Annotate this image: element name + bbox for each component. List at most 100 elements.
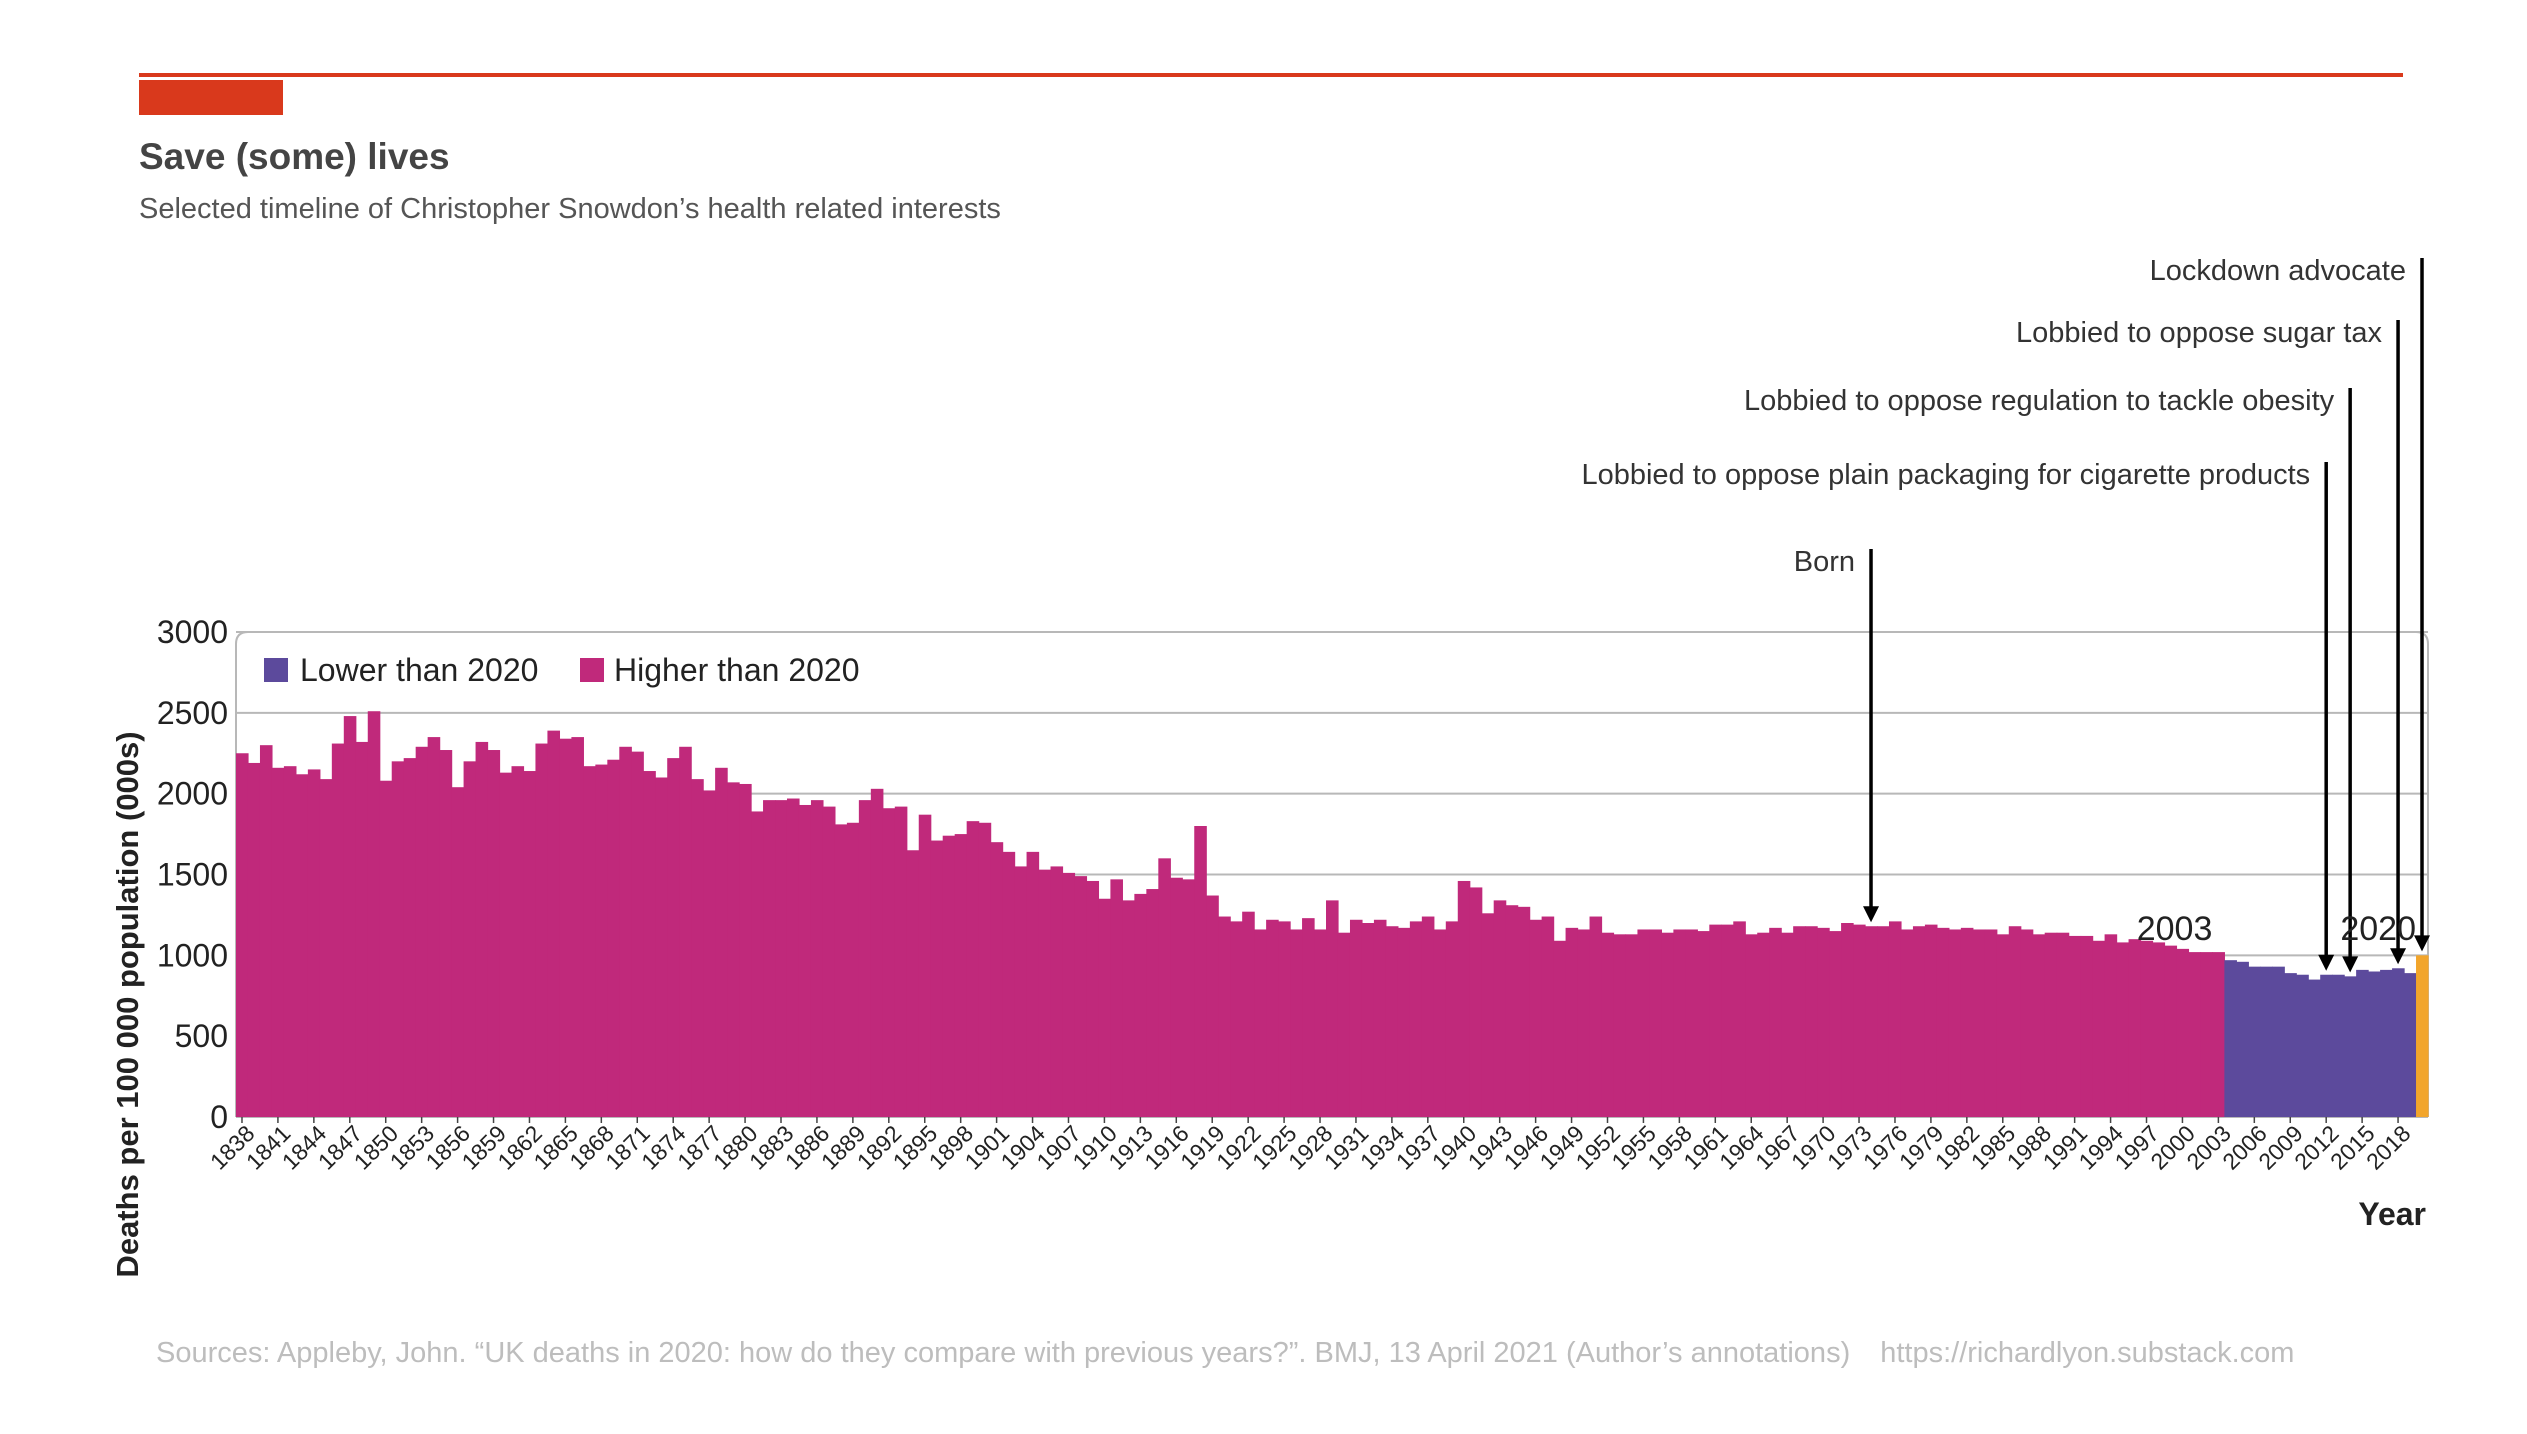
bar-1893 <box>894 806 908 1117</box>
bar-1973 <box>1853 924 1866 1117</box>
bar-2020 <box>2416 955 2429 1117</box>
bar-1991 <box>2068 935 2082 1117</box>
bar-1987 <box>2020 929 2034 1117</box>
bar-1918 <box>1194 826 1207 1117</box>
bar-1841 <box>271 767 285 1117</box>
bar-1926 <box>1290 929 1303 1117</box>
bar-1947 <box>1541 916 1555 1117</box>
annotation-arrowhead <box>2318 954 2335 971</box>
bar-1842 <box>283 766 297 1117</box>
bar-1866 <box>571 737 584 1117</box>
bar-1981 <box>1948 929 1962 1117</box>
bar-1983 <box>1972 929 1986 1117</box>
bar-1901 <box>990 842 1004 1117</box>
bar-1980 <box>1936 927 1950 1117</box>
bar-1894 <box>906 850 920 1117</box>
bar-1969 <box>1805 926 1818 1117</box>
bar-1945 <box>1517 906 1531 1117</box>
bar-1905 <box>1038 869 1052 1117</box>
bar-1856 <box>451 787 465 1117</box>
bar-1838 <box>236 753 249 1117</box>
bar-1906 <box>1050 866 1064 1117</box>
bar-2003 <box>2212 952 2225 1117</box>
bar-1883 <box>775 800 788 1117</box>
bar-1902 <box>1002 851 1016 1117</box>
y-tick-label: 3000 <box>157 614 228 650</box>
inline-year-label: 2003 <box>2137 910 2213 948</box>
y-tick-label: 2000 <box>157 776 228 812</box>
bar-1847 <box>343 716 357 1117</box>
bar-1924 <box>1266 919 1279 1117</box>
bar-1954 <box>1625 934 1639 1117</box>
bar-1874 <box>667 758 680 1117</box>
bar-1886 <box>810 800 824 1117</box>
bar-1930 <box>1337 932 1351 1117</box>
bar-2006 <box>2248 966 2261 1117</box>
annotation-label: Lockdown advocate <box>2150 255 2406 287</box>
bar-1846 <box>331 743 345 1117</box>
bar-1950 <box>1577 929 1591 1117</box>
y-tick-label: 1500 <box>157 857 228 893</box>
bar-1959 <box>1685 929 1698 1117</box>
bar-1962 <box>1721 924 1734 1117</box>
bar-1910 <box>1098 898 1112 1117</box>
x-axis: 1838184118441847185018531856185918621865… <box>205 1117 2426 1232</box>
bar-1925 <box>1278 921 1291 1117</box>
bar-1869 <box>607 759 620 1117</box>
header-rule <box>139 73 2403 77</box>
bar-1844 <box>307 769 321 1117</box>
bar-2004 <box>2224 960 2237 1117</box>
source-note: Sources: Appleby, John. “UK deaths in 20… <box>156 1337 1851 1369</box>
chart-title: Save (some) lives <box>139 136 450 177</box>
bar-1843 <box>295 774 309 1117</box>
legend: Lower than 2020 Higher than 2020 <box>264 652 860 688</box>
bar-1849 <box>367 711 381 1117</box>
bar-1922 <box>1242 911 1255 1117</box>
bar-1998 <box>2152 942 2166 1117</box>
bar-1890 <box>858 800 872 1117</box>
inline-year-label: 2020 <box>2340 910 2416 948</box>
bar-1909 <box>1086 880 1100 1117</box>
annotation-label: Born <box>1794 546 1855 578</box>
bar-1917 <box>1182 879 1195 1117</box>
bar-2009 <box>2284 973 2297 1117</box>
bar-1872 <box>643 771 656 1117</box>
bar-1995 <box>2116 942 2130 1117</box>
bar-1904 <box>1026 851 1040 1117</box>
bar-1941 <box>1469 887 1483 1117</box>
annotation-arrowhead <box>2390 948 2407 965</box>
bar-1895 <box>918 814 932 1117</box>
bar-1928 <box>1314 929 1327 1117</box>
bar-1955 <box>1637 929 1651 1117</box>
bar-1990 <box>2056 932 2070 1117</box>
bar-1979 <box>1924 924 1938 1117</box>
bar-1996 <box>2128 939 2142 1117</box>
bar-1857 <box>463 761 477 1117</box>
bar-1939 <box>1445 921 1459 1117</box>
bar-1900 <box>978 822 992 1117</box>
bar-1877 <box>703 790 716 1117</box>
bar-1855 <box>439 750 453 1117</box>
bar-1936 <box>1409 921 1423 1117</box>
legend-swatch-higher <box>580 658 604 682</box>
bar-1853 <box>415 746 429 1117</box>
bar-1884 <box>786 798 800 1117</box>
bar-1915 <box>1158 858 1171 1117</box>
bar-1963 <box>1733 921 1746 1117</box>
bar-1949 <box>1565 927 1579 1117</box>
bar-1870 <box>619 746 632 1117</box>
bar-2014 <box>2344 976 2357 1117</box>
bar-1958 <box>1673 929 1686 1117</box>
bar-1873 <box>655 777 668 1117</box>
bar-1985 <box>1996 934 2010 1117</box>
bar-1885 <box>798 804 812 1117</box>
bar-1881 <box>751 811 764 1117</box>
bar-1840 <box>259 745 273 1117</box>
bar-2010 <box>2296 974 2309 1117</box>
bar-1912 <box>1122 900 1135 1117</box>
bar-1913 <box>1134 893 1147 1117</box>
bar-1850 <box>379 780 393 1117</box>
bar-2016 <box>2368 971 2381 1117</box>
